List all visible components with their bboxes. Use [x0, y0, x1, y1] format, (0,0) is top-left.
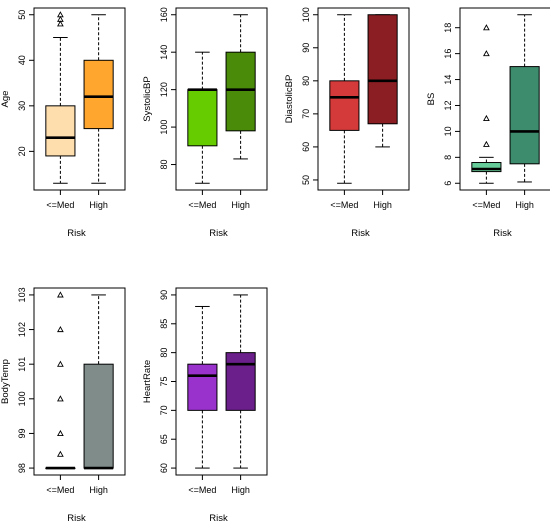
box	[83, 59, 114, 130]
y-axis-label: HeartRate	[142, 360, 153, 403]
panel-bs: 6 8 10 12 14 16 18 BS <=Med High Risk	[426, 7, 550, 239]
outlier-point	[483, 114, 490, 121]
x-tick-label: <=Med	[46, 485, 74, 495]
y-tick-label: 18	[443, 23, 453, 33]
y-tick-label: 70	[159, 405, 169, 415]
y-tick-label: 50	[301, 175, 311, 185]
plot-frame	[33, 287, 126, 476]
x-tick-label: High	[515, 200, 534, 210]
outlier-point	[57, 360, 64, 367]
y-tick-label: 98	[17, 463, 27, 473]
y-axis-label: SystolicBP	[142, 76, 153, 121]
x-axis-label: Risk	[209, 513, 228, 524]
outlier-point	[57, 15, 64, 22]
y-tick-label: 40	[17, 55, 27, 65]
y-tick-label: 65	[159, 434, 169, 444]
x-tick-label: High	[373, 200, 392, 210]
x-axis-label: Risk	[351, 228, 370, 239]
x-tick-label: <=Med	[188, 200, 216, 210]
outlier-point	[57, 429, 64, 436]
x-tick-label: High	[231, 485, 250, 495]
y-tick-label: 6	[443, 181, 453, 186]
y-tick-label: 16	[443, 49, 453, 59]
outlier-point	[483, 50, 490, 57]
outlier-point	[57, 395, 64, 402]
outlier-point	[57, 291, 64, 298]
y-tick-label: 85	[159, 319, 169, 329]
y-tick-label: 103	[17, 287, 27, 302]
y-tick-label: 60	[301, 142, 311, 152]
outlier-point	[483, 24, 490, 31]
y-tick-label: 102	[17, 322, 27, 337]
y-tick-label: 75	[159, 376, 169, 386]
y-tick-label: 60	[159, 463, 169, 473]
panel-age: 20 30 40 50 Age <=Med High Risk	[0, 7, 126, 239]
x-axis-label: Risk	[67, 228, 86, 239]
y-tick-label: 100	[159, 120, 169, 135]
x-axis-label: Risk	[493, 228, 512, 239]
panel-systolicbp: 80 100 120 140 160 SystolicBP <=Med High Risk	[142, 7, 268, 239]
y-tick-label: 30	[17, 101, 27, 111]
y-axis-label: BodyTemp	[0, 359, 11, 404]
y-tick-label: 14	[443, 75, 453, 85]
box	[45, 105, 76, 157]
y-axis-label: DiastolicBP	[284, 75, 295, 124]
x-tick-label: High	[231, 200, 250, 210]
y-tick-label: 99	[17, 428, 27, 438]
y-tick-label: 50	[17, 10, 27, 20]
y-tick-label: 10	[443, 126, 453, 136]
y-axis-label: Age	[0, 91, 11, 108]
x-axis-label: Risk	[209, 228, 228, 239]
y-tick-label: 80	[301, 76, 311, 86]
y-tick-label: 160	[159, 7, 169, 22]
y-tick-label: 100	[301, 7, 311, 22]
y-tick-label: 90	[159, 290, 169, 300]
plot-frame	[175, 7, 268, 191]
x-tick-label: <=Med	[330, 200, 358, 210]
x-tick-label: High	[89, 485, 108, 495]
panel-bodytemp: 98 99 100 101 102 103 BodyTemp <=Med High Risk	[0, 287, 126, 524]
box	[367, 14, 398, 125]
x-tick-label: High	[89, 200, 108, 210]
y-tick-label: 80	[159, 160, 169, 170]
outlier-point	[57, 326, 64, 333]
outlier-point	[57, 20, 64, 27]
x-tick-label: <=Med	[472, 200, 500, 210]
box	[83, 363, 114, 469]
box	[187, 363, 218, 411]
panel-heartrate: 60 65 70 75 80 85 90 HeartRate <=Med High Risk	[142, 287, 268, 524]
box	[225, 352, 256, 411]
outlier-point	[483, 140, 490, 147]
y-tick-label: 12	[443, 100, 453, 110]
plot-frame	[459, 7, 550, 191]
box	[509, 66, 540, 165]
y-tick-label: 8	[443, 155, 453, 160]
outlier-point	[57, 11, 64, 18]
box	[225, 51, 256, 132]
y-tick-label: 20	[17, 146, 27, 156]
y-tick-label: 80	[159, 348, 169, 358]
box	[187, 89, 218, 147]
y-axis-label: BS	[426, 93, 437, 106]
panel-diastolicbp: 50 60 70 80 90 100 DiastolicBP <=Med High Risk	[284, 7, 410, 239]
y-tick-label: 70	[301, 109, 311, 119]
box	[471, 162, 502, 173]
x-tick-label: <=Med	[188, 485, 216, 495]
y-tick-label: 100	[17, 391, 27, 406]
plot-frame	[317, 7, 410, 191]
y-tick-label: 140	[159, 45, 169, 60]
y-tick-label: 90	[301, 43, 311, 53]
y-tick-label: 120	[159, 82, 169, 97]
x-axis-label: Risk	[67, 513, 86, 524]
y-tick-label: 101	[17, 357, 27, 372]
plot-frame	[33, 7, 126, 191]
outlier-point	[57, 450, 64, 457]
x-tick-label: <=Med	[46, 200, 74, 210]
box	[329, 80, 360, 131]
